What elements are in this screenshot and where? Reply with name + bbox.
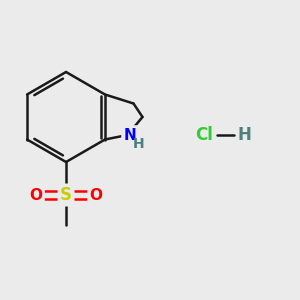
Text: H: H (133, 137, 145, 151)
Text: N: N (124, 128, 136, 142)
Text: O: O (89, 188, 103, 202)
Text: H: H (238, 126, 251, 144)
Text: Cl: Cl (195, 126, 213, 144)
Text: S: S (60, 186, 72, 204)
Text: O: O (29, 188, 43, 202)
